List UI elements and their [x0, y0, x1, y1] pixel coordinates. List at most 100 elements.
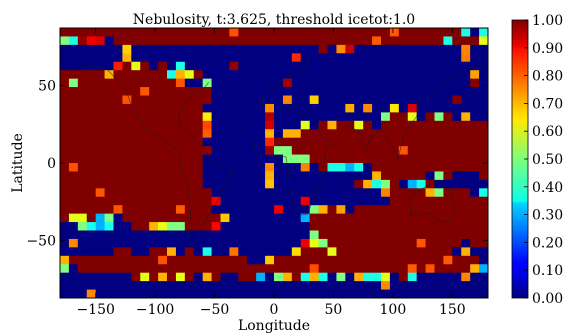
heatmap-cell [256, 95, 266, 105]
heatmap-cell [158, 95, 168, 105]
heatmap-cell [354, 112, 364, 122]
heatmap-cell [220, 87, 230, 96]
heatmap-cell [265, 171, 275, 181]
heatmap-cell [345, 95, 355, 105]
heatmap-cell [193, 137, 204, 147]
heatmap-cell [282, 171, 293, 181]
heatmap-cell [247, 28, 257, 37]
heatmap-cell [68, 61, 79, 71]
heatmap-cell [300, 129, 311, 139]
heatmap-cell [158, 255, 168, 265]
heatmap-cell [256, 272, 266, 282]
heatmap-cell [95, 171, 105, 181]
heatmap-cell [193, 196, 204, 206]
heatmap-cell [131, 70, 141, 80]
heatmap-cell [282, 230, 293, 240]
heatmap-cell [247, 289, 257, 299]
heatmap-cell [104, 137, 114, 147]
heatmap-cell [372, 281, 382, 290]
heatmap-cell [274, 44, 284, 54]
heatmap-cell [256, 61, 266, 71]
heatmap-cell [238, 238, 248, 248]
heatmap-cell [122, 272, 132, 282]
heatmap-cell [95, 289, 105, 299]
heatmap-cell [140, 95, 150, 105]
heatmap-cell [345, 137, 355, 147]
heatmap-cell [193, 247, 204, 257]
heatmap-cell [60, 129, 70, 139]
heatmap-cell [336, 281, 346, 290]
heatmap-cell [363, 163, 373, 172]
heatmap-cell [193, 61, 204, 71]
heatmap-cell [175, 103, 186, 113]
heatmap-cell [238, 222, 248, 231]
heatmap-cell [318, 281, 328, 290]
heatmap-cell [60, 272, 70, 282]
heatmap-cell [140, 129, 150, 139]
heatmap-cell [193, 78, 204, 88]
heatmap-cell [300, 289, 311, 299]
heatmap-cell [113, 28, 123, 37]
heatmap-cell [140, 179, 150, 189]
heatmap-cell [336, 272, 346, 282]
heatmap-cell [122, 163, 132, 172]
heatmap-cell [443, 289, 453, 299]
heatmap-cell [443, 61, 453, 71]
heatmap-cell [407, 53, 418, 63]
heatmap-cell [86, 120, 97, 130]
heatmap-cell [425, 264, 435, 274]
heatmap-cell [389, 205, 400, 215]
heatmap-cell [86, 95, 97, 105]
heatmap-cell [381, 44, 391, 54]
heatmap-cell [247, 222, 257, 231]
heatmap-cell [247, 238, 257, 248]
heatmap-cell [167, 137, 177, 147]
heatmap-cell [238, 28, 248, 37]
heatmap-cell [274, 196, 284, 206]
heatmap-cell [434, 289, 444, 299]
heatmap-cell [381, 154, 391, 164]
heatmap-cell [131, 238, 141, 248]
colorbar-ticks: 0.000.100.200.300.400.500.600.700.800.90… [524, 13, 563, 307]
heatmap-cell [77, 264, 88, 274]
heatmap-cell [461, 103, 471, 113]
heatmap-cell [354, 95, 364, 105]
heatmap-cell [354, 255, 364, 265]
heatmap-cell [95, 53, 105, 63]
heatmap-cell [256, 146, 266, 155]
heatmap-cell [363, 120, 373, 130]
heatmap-cell [443, 103, 453, 113]
heatmap-cell [291, 289, 302, 299]
heatmap-cell [470, 146, 480, 155]
heatmap-cell [372, 129, 382, 139]
heatmap-cell [443, 120, 453, 130]
heatmap-cell [104, 95, 114, 105]
heatmap-cell [291, 53, 302, 63]
heatmap-cell [175, 238, 186, 248]
heatmap-cell [167, 53, 177, 63]
heatmap-cell [247, 255, 257, 265]
heatmap-cell [68, 188, 79, 198]
heatmap-cell [461, 222, 471, 231]
heatmap-cell [416, 196, 426, 206]
heatmap-cell [256, 264, 266, 274]
heatmap-cell [220, 103, 230, 113]
heatmap-cell [220, 53, 230, 63]
heatmap-cell [202, 272, 212, 282]
heatmap-cell [95, 112, 105, 122]
heatmap-cell [345, 53, 355, 63]
heatmap-cell [60, 78, 70, 88]
heatmap-cell [122, 103, 132, 113]
heatmap-cell [363, 281, 373, 290]
heatmap-cell [479, 163, 489, 172]
heatmap-cell [68, 281, 79, 290]
heatmap-cell [363, 70, 373, 80]
heatmap-cell [60, 179, 70, 189]
heatmap-cell [318, 196, 328, 206]
heatmap-cell [229, 103, 239, 113]
heatmap-cell [363, 36, 373, 46]
heatmap-cell [95, 129, 105, 139]
heatmap-cell [363, 171, 373, 181]
heatmap-cell [398, 188, 409, 198]
heatmap-cell [113, 36, 123, 46]
